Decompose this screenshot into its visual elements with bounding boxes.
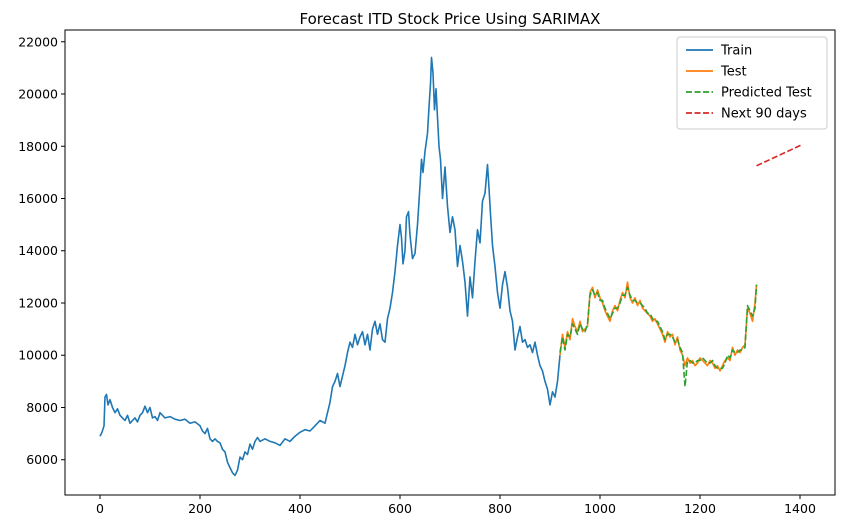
y-tick-label: 18000 (18, 139, 58, 154)
legend-box (676, 36, 828, 130)
y-tick-label: 16000 (18, 191, 58, 206)
series-line-2 (559, 284, 758, 388)
x-tick-label: 800 (488, 501, 512, 516)
chart-title: Forecast ITD Stock Price Using SARIMAX (300, 10, 601, 28)
x-tick-label: 0 (96, 501, 104, 516)
y-tick-label: 8000 (26, 400, 58, 415)
x-tick-label: 1400 (784, 501, 816, 516)
series-line-0 (99, 56, 561, 477)
y-tick-label: 14000 (18, 243, 58, 258)
y-tick-label: 10000 (18, 348, 58, 363)
y-tick-label: 6000 (26, 452, 58, 467)
legend-label: Next 90 days (721, 107, 807, 122)
x-axis: 0 200 400 600 800 1000 1200 1400 (96, 495, 816, 516)
series-line-1 (559, 281, 758, 372)
y-axis: 6000 8000 10000 12000 14000 16000 18000 20000 22… (18, 34, 65, 467)
y-tick-label: 20000 (18, 87, 58, 102)
legend: Train Test Predicted Test Next 90 days (676, 36, 828, 130)
x-tick-label: 200 (188, 501, 212, 516)
x-tick-label: 1200 (684, 501, 716, 516)
x-tick-label: 400 (288, 501, 312, 516)
legend-label: Test (720, 65, 747, 80)
plot-area (64, 29, 836, 496)
x-tick-label: 600 (388, 501, 412, 516)
series-layer (99, 56, 802, 477)
plot-frame (64, 29, 836, 496)
legend-label: Predicted Test (721, 86, 812, 101)
x-tick-label: 1000 (584, 501, 616, 516)
y-tick-label: 22000 (18, 34, 58, 49)
legend-label: Train (720, 44, 752, 59)
y-tick-label: 12000 (18, 295, 58, 310)
